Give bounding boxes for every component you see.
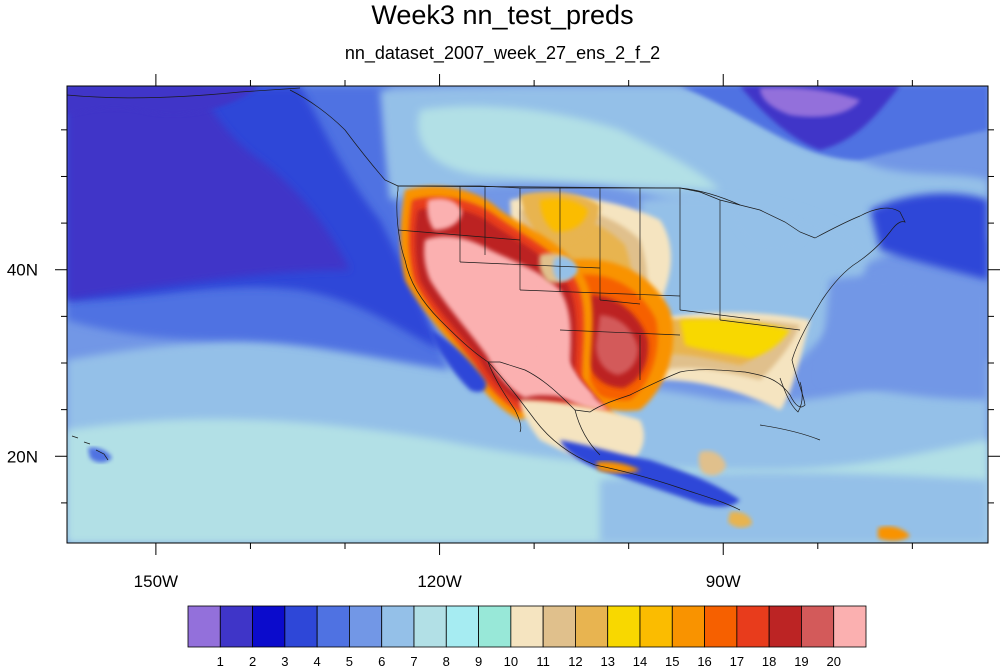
colorbar-swatch <box>413 605 447 648</box>
x-tick-label: 150W <box>134 572 178 591</box>
field-deep-pacific <box>67 86 350 300</box>
colorbar-swatch <box>607 605 641 648</box>
colorbar-label: 13 <box>600 654 614 669</box>
colorbar-label: 5 <box>346 654 353 669</box>
colorbar-label: 16 <box>697 654 711 669</box>
colorbar-label: 11 <box>536 654 550 669</box>
baja <box>487 361 522 433</box>
field-pnw-pink <box>427 198 462 230</box>
colorbar-swatch <box>284 605 318 648</box>
state-lines-2 <box>397 229 801 380</box>
colorbar-label: 6 <box>378 654 385 669</box>
field-atlantic <box>820 275 988 400</box>
field-hudson-violet <box>760 87 860 117</box>
colorbar-swatch <box>381 605 415 648</box>
colorbar-label: 7 <box>410 654 417 669</box>
colorbar-swatch <box>768 605 802 648</box>
y-tick-label: 40N <box>7 261 38 280</box>
field-mexico-pink <box>540 349 608 410</box>
colorbar-swatch <box>349 605 383 648</box>
colorbar-swatch <box>316 605 350 648</box>
colorbar-label: 4 <box>314 654 321 669</box>
colorbar-swatch <box>801 605 835 648</box>
colorbar-swatch <box>187 605 221 648</box>
colorbar-label: 1 <box>217 654 224 669</box>
canada-coast <box>289 89 399 187</box>
field-north-yellow <box>540 198 588 232</box>
field-south-orange <box>878 526 910 541</box>
colorbar-label: 9 <box>475 654 482 669</box>
colorbar-swatch <box>252 605 286 648</box>
colorbar-label: 2 <box>249 654 256 669</box>
field-pacific-orange <box>596 461 640 473</box>
colorbar-swatch <box>542 605 576 648</box>
colorbar-label: 17 <box>730 654 744 669</box>
field-texas-rose <box>596 315 638 375</box>
colorbar-label: 8 <box>443 654 450 669</box>
field-aleutian <box>67 86 260 115</box>
florida <box>779 377 803 413</box>
colorbar-swatch <box>575 605 609 648</box>
colorbar-swatch <box>833 605 867 648</box>
field-rockies-cool <box>553 257 578 281</box>
colorbar-swatch <box>736 605 770 648</box>
cuba <box>759 424 821 441</box>
field-hawaii <box>88 447 112 463</box>
plot-frame <box>66 85 989 544</box>
colorbar-swatch <box>704 605 738 648</box>
field-southeast-yellow <box>680 319 790 358</box>
colorbar-swatch <box>219 605 253 648</box>
field-great-lakes <box>730 208 810 252</box>
colorbar-label: 12 <box>568 654 582 669</box>
map-plot-area <box>67 86 988 543</box>
boundaries <box>67 87 906 511</box>
state-lines-1 <box>459 186 721 320</box>
colorbar-label: 15 <box>665 654 679 669</box>
field-baja-blue <box>430 330 487 392</box>
colorbar-swatch <box>478 605 512 648</box>
chart-subtitle: nn_dataset_2007_week_27_ens_2_f_2 <box>344 43 661 63</box>
chart-title: Week3 nn_test_preds <box>371 0 634 30</box>
colorbar: 1 2 3 4 5 6 7 8 9 10 11 12 13 14 15 16 17 18 19 20 <box>187 605 867 669</box>
colorbar-label: 18 <box>762 654 776 669</box>
axis-ticks: 150W 120W 90W 40N 20N <box>7 74 1000 591</box>
colorbar-label: 10 <box>504 654 518 669</box>
colorbar-label: 14 <box>633 654 647 669</box>
field-yucatan-tan <box>698 450 726 476</box>
colorbar-swatch <box>639 605 673 648</box>
field-mexico-coast <box>560 440 740 507</box>
x-tick-label: 90W <box>706 572 741 591</box>
x-tick-label: 120W <box>417 572 461 591</box>
mexico-outline <box>487 361 741 511</box>
us-outline <box>396 185 906 413</box>
y-tick-label: 20N <box>7 447 38 466</box>
hawaii-islands <box>71 435 109 461</box>
field-atlantic-dark <box>870 193 988 280</box>
colorbar-label: 20 <box>826 654 840 669</box>
colorbar-label: 19 <box>794 654 808 669</box>
field-canada-light <box>418 106 720 190</box>
colorbar-swatch <box>510 605 544 648</box>
alaska-coast <box>67 87 301 99</box>
colorbar-label: 3 <box>281 654 288 669</box>
field-caribbean-tan <box>728 511 752 528</box>
colorbar-swatch <box>671 605 705 648</box>
colorbar-swatch <box>445 605 479 648</box>
